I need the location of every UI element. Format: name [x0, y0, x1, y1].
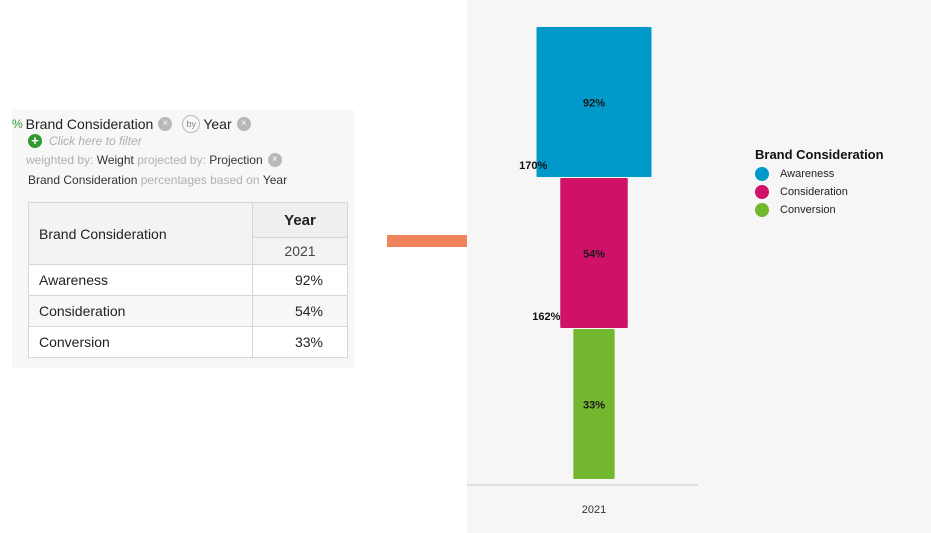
crosstab-table: Brand Consideration Year 2021 Awareness … — [28, 202, 348, 358]
conversion-rate-label: 162% — [532, 311, 560, 323]
projected-label: projected by: — [137, 153, 206, 167]
percent-icon: % — [12, 117, 23, 131]
pct-base-value[interactable]: Year — [262, 173, 288, 187]
legend-label: Awareness — [780, 168, 835, 180]
legend-swatch — [755, 203, 769, 217]
row-value: 92% — [252, 264, 348, 296]
pct-base-label: percentages based on — [140, 173, 260, 187]
percentage-base-row: Brand Consideration percentages based on… — [28, 173, 287, 187]
legend: Brand Consideration Awareness Considerat… — [755, 147, 884, 219]
weighting-row: weighted by: Weight projected by: Projec… — [26, 153, 282, 167]
query-variable[interactable]: Brand Consideration — [25, 116, 154, 132]
row-value: 33% — [252, 326, 348, 358]
add-filter-icon[interactable]: + — [28, 134, 42, 148]
row-label: Consideration — [28, 295, 253, 327]
row-label: Conversion — [28, 326, 253, 358]
table-subheader-row: 2021 — [29, 237, 348, 265]
table-header-row: Brand Consideration Year — [28, 202, 348, 265]
legend-item-awareness[interactable]: Awareness — [755, 165, 884, 183]
remove-projection-icon[interactable]: × — [267, 153, 282, 167]
weighted-value[interactable]: Weight — [96, 153, 134, 167]
legend-item-conversion[interactable]: Conversion — [755, 201, 884, 219]
funnel-chart: 92% 54% 33% 170% 162% 2021 — [467, 27, 698, 516]
funnel-bar-conversion — [573, 329, 615, 479]
row-label: Awareness — [28, 264, 253, 296]
legend-swatch — [755, 185, 769, 199]
remove-by-icon[interactable]: × — [236, 117, 251, 131]
conversion-rate-label: 170% — [519, 160, 547, 172]
query-panel: % Brand Consideration × by Year × + Clic… — [12, 110, 354, 368]
legend-label: Conversion — [780, 204, 836, 216]
funnel-bar-consideration — [560, 178, 628, 328]
row-value: 54% — [252, 295, 348, 327]
remove-variable-icon[interactable]: × — [158, 117, 173, 131]
query-by-variable[interactable]: Year — [203, 116, 232, 132]
legend-swatch — [755, 167, 769, 181]
filter-row[interactable]: + Click here to filter — [28, 134, 142, 148]
table-row: Conversion 33% — [28, 326, 348, 358]
bar-value-label: 92% — [583, 98, 605, 110]
table-row: Consideration 54% — [28, 295, 348, 327]
x-tick-label: 2021 — [582, 504, 606, 516]
table-row: Awareness 92% — [28, 264, 348, 296]
funnel-bar-awareness — [536, 27, 652, 177]
bar-value-label: 54% — [583, 249, 605, 261]
legend-title: Brand Consideration — [755, 147, 884, 162]
legend-label: Consideration — [780, 186, 848, 198]
query-variable-row: % Brand Consideration × by Year × — [12, 115, 251, 133]
pct-base-variable: Brand Consideration — [28, 173, 138, 187]
filter-hint[interactable]: Click here to filter — [49, 134, 142, 148]
chart-panel: 92% 54% 33% 170% 162% 2021 Brand Consideratio… — [467, 0, 931, 533]
column-header: Year — [252, 202, 348, 238]
column-subheader: 2021 — [252, 237, 348, 265]
projected-value[interactable]: Projection — [209, 153, 263, 167]
row-header: Brand Consideration — [28, 202, 253, 265]
legend-item-consideration[interactable]: Consideration — [755, 183, 884, 201]
arrow-right-icon — [387, 226, 499, 256]
weighted-label: weighted by: — [26, 153, 94, 167]
by-icon: by — [182, 115, 201, 133]
bar-value-label: 33% — [583, 400, 605, 412]
